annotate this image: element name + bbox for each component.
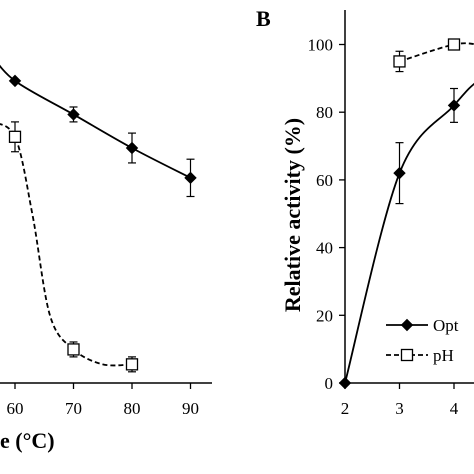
panel-a-series	[0, 64, 197, 373]
panel-a-x-ticks: 60 70 80 90	[7, 383, 199, 418]
panel-b-series	[338, 38, 474, 390]
panel-b-series-0-point-1	[393, 166, 406, 180]
panel-a: 60 70 80 90 e (°C)	[0, 64, 212, 453]
panel-b-series-1-point-0	[393, 55, 406, 68]
panel-b-y-tick-label-1: 20	[316, 306, 333, 325]
panel-a-x-axis-label: e (°C)	[0, 428, 55, 453]
panel-a-series-0-line	[0, 64, 191, 179]
panel-b-y-axis-label: Relative activity (%)	[280, 118, 305, 312]
panel-a-series-0-point-3	[184, 171, 197, 185]
panel-b-series-0-point-2	[447, 99, 461, 112]
panel-a-series-1-point-1	[67, 343, 80, 356]
panel-a-x-tick-label-0: 60	[7, 399, 24, 418]
panel-a-series-1-point-0	[8, 130, 22, 143]
panel-b-y-tick-label-4: 80	[316, 103, 333, 122]
panel-b-x-tick-label-2: 4	[450, 399, 459, 418]
panel-b-series-1-point-1	[447, 38, 461, 51]
panel-b-x-tick-label-0: 2	[341, 399, 350, 418]
panel-a-series-0-point-2	[125, 141, 139, 155]
panel-b-legend: Opt pH	[386, 316, 459, 365]
panel-b-y-ticks: 0 20 40 60 80 100	[308, 36, 345, 393]
panel-b: B Relative activity (%) 0 20 40 60 80 100 2 3 4…	[256, 6, 474, 418]
panel-b-x-ticks: 2 3 4	[341, 383, 459, 418]
panel-a-x-tick-label-2: 80	[124, 399, 141, 418]
panel-b-x-tick-label-1: 3	[395, 399, 404, 418]
panel-b-series-0-point-0	[338, 376, 352, 390]
panel-b-y-tick-label-2: 40	[316, 239, 333, 258]
legend-label-Opt: Opt	[433, 316, 459, 335]
panel-b-label: B	[256, 6, 271, 31]
panel-b-series-0-line	[344, 82, 474, 384]
panel-a-series-0-point-0	[8, 74, 22, 88]
panel-b-series-1-line	[399, 42, 474, 63]
legend-marker-pH	[400, 348, 414, 362]
legend-marker-Opt	[400, 318, 414, 332]
legend-label-pH: pH	[433, 346, 454, 365]
panel-a-series-0-point-1	[67, 108, 80, 121]
panel-b-y-tick-label-5: 100	[308, 36, 334, 55]
panel-a-x-tick-label-1: 70	[65, 399, 82, 418]
panel-a-series-1-point-2	[125, 358, 139, 371]
panel-a-series-1-line	[0, 123, 133, 367]
panel-a-x-tick-label-3: 90	[182, 399, 199, 418]
panel-b-y-tick-label-0: 0	[325, 374, 334, 393]
panel-b-y-tick-label-3: 60	[316, 171, 333, 190]
